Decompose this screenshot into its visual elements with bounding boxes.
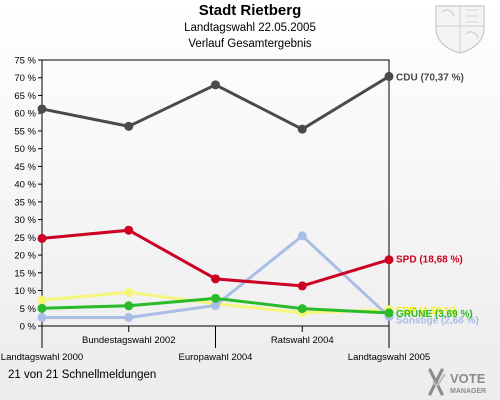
data-point-fdp [124, 287, 134, 297]
data-point-grüne [297, 304, 307, 314]
x-tick-label: Bundestagswahl 2002 [82, 335, 176, 346]
data-point-grüne [384, 308, 394, 318]
data-point-cdu [297, 124, 307, 134]
plot-frame [41, 59, 390, 327]
y-tick-label: 0 % [20, 322, 37, 333]
footer-status: 21 von 21 Schnellmeldungen [8, 369, 157, 381]
coat-of-arms-icon [435, 5, 485, 54]
data-point-cdu [384, 71, 394, 81]
data-point-cdu [124, 121, 134, 131]
data-point-sonstige [37, 312, 47, 322]
y-tick-label: 75 % [14, 56, 36, 67]
logo-line-1: VOTE [450, 371, 486, 386]
y-tick-label: 65 % [14, 91, 36, 102]
data-point-spd [37, 233, 47, 243]
y-tick-label: 10 % [14, 286, 36, 297]
y-tick-label: 30 % [14, 215, 36, 226]
y-tick-label: 70 % [14, 73, 36, 84]
votemanager-logo: VOTE MANAGER [428, 368, 486, 396]
chart-title: Stadt Rietberg [198, 2, 302, 19]
y-tick-label: 15 % [14, 268, 36, 279]
data-point-sonstige [211, 300, 220, 310]
series-end-label: FDP (4,58 %) [396, 306, 456, 317]
x-tick-label: Europawahl 2004 [179, 352, 253, 363]
data-point-sonstige [124, 312, 134, 322]
data-point-grüne [124, 301, 134, 311]
data-point-cdu [211, 80, 220, 90]
y-tick-label: 55 % [14, 126, 36, 137]
data-point-sonstige [297, 231, 307, 241]
logo-line-2: MANAGER [450, 388, 486, 395]
y-tick-label: 45 % [14, 162, 36, 173]
data-point-grüne [211, 293, 220, 303]
data-point-fdp [37, 295, 47, 305]
data-point-grüne [37, 303, 47, 313]
y-tick-label: 5 % [20, 304, 37, 315]
data-point-spd [211, 274, 220, 284]
data-point-spd [384, 255, 394, 265]
series-end-label: CDU (70,37 %) [396, 72, 464, 83]
y-tick-label: 60 % [14, 109, 36, 120]
x-tick-label: Landtagswahl 2000 [1, 352, 83, 363]
series-end-label: Sonstige (2,68 %) [396, 315, 479, 326]
data-point-cdu [37, 104, 47, 114]
chart-subtitle-2: Verlauf Gesamtergebnis [188, 38, 312, 50]
y-tick-label: 50 % [14, 144, 36, 155]
x-tick-label: Landtagswahl 2005 [348, 352, 430, 363]
x-tick-label: Ratswahl 2004 [271, 335, 334, 346]
series-end-label: GRÜNE (3,69 %) [396, 307, 473, 320]
y-tick-label: 40 % [14, 180, 36, 191]
series-end-label: SPD (18,68 %) [396, 255, 463, 266]
chart-subtitle: Landtagswahl 22.05.2005 [184, 22, 316, 34]
y-tick-label: 25 % [14, 233, 36, 244]
data-point-spd [124, 225, 134, 235]
y-tick-label: 35 % [14, 197, 36, 208]
y-tick-label: 20 % [14, 251, 36, 262]
data-point-spd [297, 281, 307, 291]
